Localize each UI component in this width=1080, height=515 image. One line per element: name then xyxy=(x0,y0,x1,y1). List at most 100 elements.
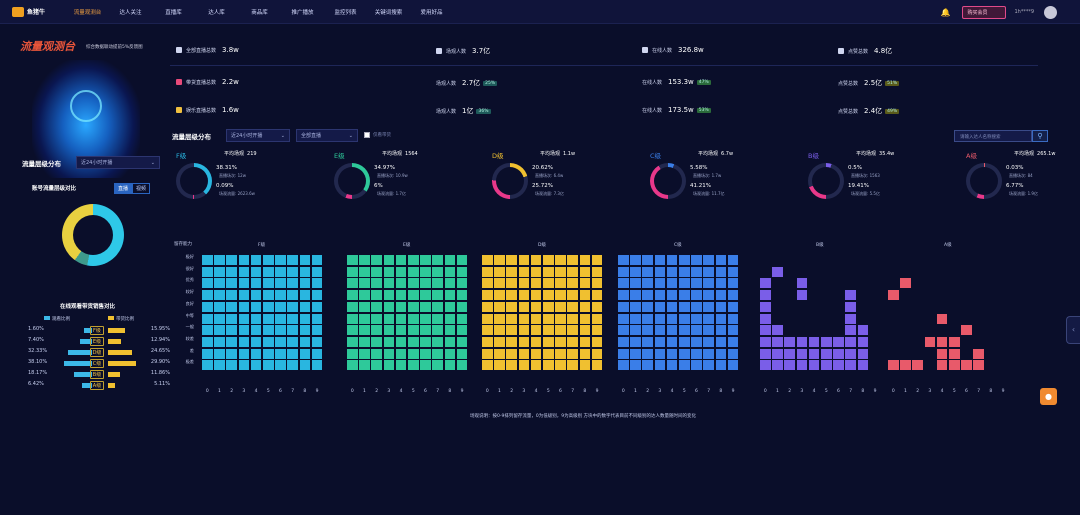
heatmap-cell[interactable] xyxy=(579,360,591,371)
heatmap-cell[interactable] xyxy=(420,348,431,359)
nav-item[interactable]: 推广播放 xyxy=(291,9,314,16)
heatmap-cell[interactable] xyxy=(214,255,225,265)
heatmap-cell[interactable] xyxy=(642,290,653,301)
heatmap-cell[interactable] xyxy=(347,313,358,324)
heatmap-cell[interactable] xyxy=(618,301,629,312)
heatmap-cell[interactable] xyxy=(408,325,419,336)
heatmap-cell[interactable] xyxy=(543,348,554,359)
heatmap-cell[interactable] xyxy=(618,313,629,324)
heatmap-cell[interactable] xyxy=(359,313,370,324)
heatmap-cell[interactable] xyxy=(703,266,714,277)
heatmap-cell[interactable] xyxy=(444,278,456,289)
heatmap-cell[interactable] xyxy=(214,360,225,371)
heatmap-cell[interactable] xyxy=(796,348,808,359)
heatmap-cell[interactable] xyxy=(494,360,505,371)
heatmap-cell[interactable] xyxy=(263,348,274,359)
heatmap-cell[interactable] xyxy=(666,325,678,336)
heatmap-cell[interactable] xyxy=(715,266,727,277)
heatmap-cell[interactable] xyxy=(420,278,431,289)
heatmap-cell[interactable] xyxy=(238,313,250,324)
heatmap-cell[interactable] xyxy=(432,290,443,301)
heatmap-cell[interactable] xyxy=(772,336,783,347)
heatmap-cell[interactable] xyxy=(760,336,771,347)
heatmap-cell[interactable] xyxy=(371,313,382,324)
heatmap-cell[interactable] xyxy=(530,266,542,277)
heatmap-cell[interactable] xyxy=(299,348,311,359)
heatmap-cell[interactable] xyxy=(444,336,456,347)
heatmap-cell[interactable] xyxy=(567,266,578,277)
nav-item[interactable]: 关键词搜索 xyxy=(374,9,403,16)
heatmap-cell[interactable] xyxy=(311,255,323,265)
heatmap-cell[interactable] xyxy=(238,301,250,312)
heatmap-cell[interactable] xyxy=(420,360,431,371)
heatmap-cell[interactable] xyxy=(591,278,603,289)
heatmap-cell[interactable] xyxy=(654,266,666,277)
heatmap-cell[interactable] xyxy=(679,290,690,301)
heatmap-cell[interactable] xyxy=(359,301,370,312)
tab-live[interactable]: 直播 xyxy=(114,183,133,194)
heatmap-cell[interactable] xyxy=(250,336,262,347)
heatmap-cell[interactable] xyxy=(482,290,493,301)
only-sales-checkbox[interactable]: 仅看带货 xyxy=(364,132,391,138)
heatmap-cell[interactable] xyxy=(703,290,714,301)
heatmap-cell[interactable] xyxy=(654,360,666,371)
heatmap-cell[interactable] xyxy=(760,301,771,312)
heatmap-cell[interactable] xyxy=(888,290,899,301)
heatmap-cell[interactable] xyxy=(555,313,566,324)
heatmap-cell[interactable] xyxy=(482,325,493,336)
heatmap-cell[interactable] xyxy=(715,290,727,301)
heatmap-cell[interactable] xyxy=(936,348,948,359)
heatmap-cell[interactable] xyxy=(383,301,395,312)
heatmap-cell[interactable] xyxy=(250,290,262,301)
heatmap-cell[interactable] xyxy=(845,290,856,301)
heatmap-cell[interactable] xyxy=(238,278,250,289)
heatmap-cell[interactable] xyxy=(359,336,370,347)
heatmap-cell[interactable] xyxy=(518,290,530,301)
heatmap-cell[interactable] xyxy=(202,325,213,336)
heatmap-cell[interactable] xyxy=(567,336,578,347)
heatmap-cell[interactable] xyxy=(543,301,554,312)
heatmap-cell[interactable] xyxy=(530,278,542,289)
heatmap-cell[interactable] xyxy=(579,348,591,359)
heatmap-cell[interactable] xyxy=(518,325,530,336)
heatmap-cell[interactable] xyxy=(679,348,690,359)
heatmap-cell[interactable] xyxy=(202,313,213,324)
heatmap-cell[interactable] xyxy=(482,255,493,265)
heatmap-cell[interactable] xyxy=(238,336,250,347)
nav-item[interactable]: 流量观测台 xyxy=(73,9,102,16)
heatmap-cell[interactable] xyxy=(482,336,493,347)
heatmap-cell[interactable] xyxy=(591,313,603,324)
heatmap-cell[interactable] xyxy=(642,301,653,312)
heatmap-cell[interactable] xyxy=(287,336,298,347)
nav-item[interactable]: 达人库 xyxy=(208,9,225,16)
heatmap-cell[interactable] xyxy=(679,313,690,324)
heatmap-cell[interactable] xyxy=(456,278,468,289)
heatmap-cell[interactable] xyxy=(275,278,286,289)
heatmap-cell[interactable] xyxy=(263,301,274,312)
heatmap-cell[interactable] xyxy=(796,336,808,347)
heatmap-cell[interactable] xyxy=(630,301,641,312)
heatmap-cell[interactable] xyxy=(214,313,225,324)
heatmap-cell[interactable] xyxy=(494,325,505,336)
heatmap-cell[interactable] xyxy=(857,336,869,347)
heatmap-cell[interactable] xyxy=(727,348,739,359)
heatmap-cell[interactable] xyxy=(287,325,298,336)
heatmap-cell[interactable] xyxy=(654,325,666,336)
heatmap-cell[interactable] xyxy=(359,266,370,277)
heatmap-cell[interactable] xyxy=(432,255,443,265)
heatmap-cell[interactable] xyxy=(821,348,832,359)
heatmap-cell[interactable] xyxy=(845,336,856,347)
heatmap-cell[interactable] xyxy=(973,348,984,359)
heatmap-cell[interactable] xyxy=(530,325,542,336)
heatmap-cell[interactable] xyxy=(250,360,262,371)
heatmap-cell[interactable] xyxy=(715,313,727,324)
heatmap-cell[interactable] xyxy=(456,266,468,277)
heatmap-cell[interactable] xyxy=(287,360,298,371)
heatmap-cell[interactable] xyxy=(383,360,395,371)
heatmap-cell[interactable] xyxy=(287,266,298,277)
heatmap-cell[interactable] xyxy=(275,313,286,324)
heatmap-cell[interactable] xyxy=(275,266,286,277)
heatmap-cell[interactable] xyxy=(618,278,629,289)
heatmap-cell[interactable] xyxy=(654,255,666,265)
heatmap-cell[interactable] xyxy=(482,313,493,324)
